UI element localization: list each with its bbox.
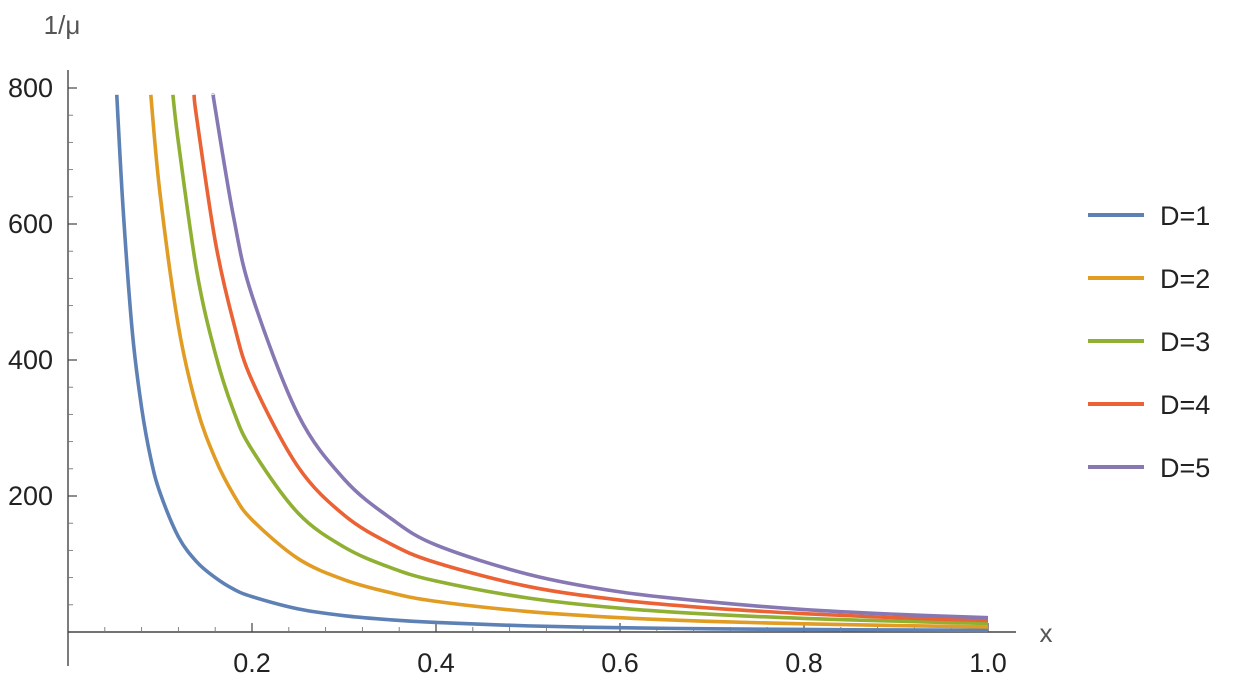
series-lines <box>114 92 989 633</box>
legend-label-d-2: D=2 <box>1160 264 1210 294</box>
x-tick-label: 0.2 <box>233 648 271 678</box>
x-axis-title: x <box>1040 618 1053 648</box>
legend-label-d-3: D=3 <box>1160 327 1210 357</box>
series-line-d-3 <box>171 94 989 626</box>
legend-label-d-5: D=5 <box>1160 453 1210 483</box>
series-line-d-5 <box>211 92 989 620</box>
y-tick-label: 800 <box>8 73 53 103</box>
legend: D=1 D=2 D=3 D=4 D=5 <box>1088 201 1210 483</box>
x-tick-label: 0.6 <box>601 648 639 678</box>
series-line-d-2 <box>149 94 989 629</box>
legend-label-d-4: D=4 <box>1160 390 1210 420</box>
x-tick-label: 0.4 <box>417 648 455 678</box>
series-line-d-4 <box>192 94 989 623</box>
series-line-d-1 <box>114 94 989 633</box>
y-axis-title: 1/μ <box>44 10 81 40</box>
y-tick-label: 400 <box>8 345 53 375</box>
legend-label-d-1: D=1 <box>1160 201 1210 231</box>
y-tick-label: 600 <box>8 209 53 239</box>
axes: 0.2 0.4 0.6 0.8 1.0 200 400 600 800 x 1/μ <box>8 10 1053 678</box>
x-tick-label: 0.8 <box>785 648 823 678</box>
x-tick-label: 1.0 <box>969 648 1007 678</box>
y-tick-label: 200 <box>8 481 53 511</box>
